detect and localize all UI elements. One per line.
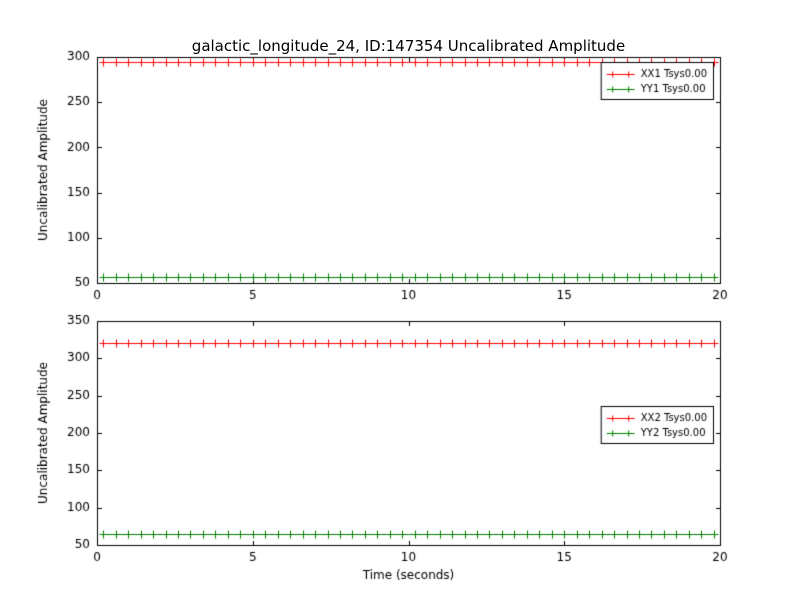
figure-title: galactic_longitude_24, ID:147354 Uncalib… xyxy=(191,37,626,55)
